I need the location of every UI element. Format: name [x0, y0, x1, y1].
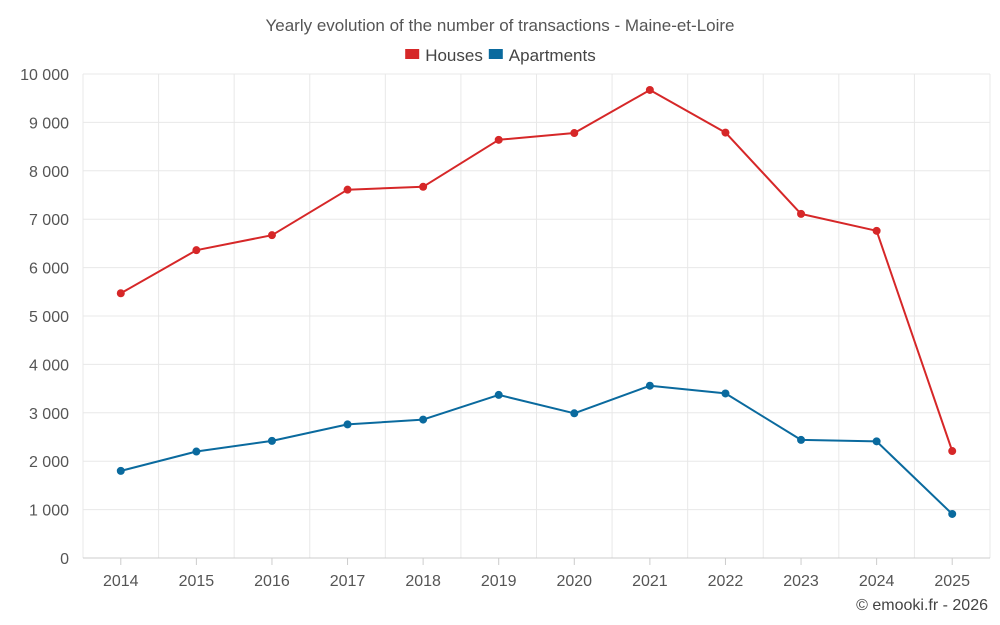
houses-series-line: [120, 89, 954, 452]
y-tick-label: 1 000: [29, 503, 69, 520]
houses-data-point[interactable]: [419, 182, 428, 191]
apartments-legend-label[interactable]: Apartments: [509, 46, 596, 65]
y-tick-label: 3 000: [29, 406, 69, 423]
houses-data-point[interactable]: [494, 135, 503, 144]
apartments-data-point[interactable]: [872, 437, 881, 446]
apartments-data-point[interactable]: [419, 415, 428, 424]
y-tick-label: 9 000: [29, 115, 69, 132]
houses-data-point[interactable]: [948, 447, 957, 456]
apartments-data-point[interactable]: [570, 409, 579, 418]
houses-legend-label[interactable]: Houses: [425, 46, 483, 65]
houses-data-point[interactable]: [797, 209, 806, 218]
x-tick-label: 2022: [708, 573, 744, 590]
houses-data-point[interactable]: [267, 231, 276, 240]
y-tick-label: 10 000: [20, 67, 69, 84]
houses-data-point[interactable]: [721, 128, 730, 137]
houses-data-point[interactable]: [872, 226, 881, 235]
apartments-data-point[interactable]: [948, 509, 957, 518]
houses-data-point[interactable]: [116, 289, 125, 298]
y-tick-label: 6 000: [29, 261, 69, 278]
chart-title: Yearly evolution of the number of transa…: [265, 16, 734, 35]
y-tick-label: 0: [60, 551, 69, 568]
credit-text: © emooki.fr - 2026: [856, 597, 988, 614]
apartments-data-point[interactable]: [797, 435, 806, 444]
y-tick-label: 7 000: [29, 212, 69, 229]
series-group: [116, 85, 957, 518]
gridlines: [82, 73, 991, 558]
apartments-data-point[interactable]: [192, 447, 201, 456]
apartments-data-point[interactable]: [645, 381, 654, 390]
y-tick-label: 8 000: [29, 164, 69, 181]
apartments-legend-swatch[interactable]: [488, 49, 503, 59]
x-tick-label: 2025: [934, 573, 970, 590]
x-axis: 2014 2015 2016 2017 2018 2019 2020 2021 2022 2023…: [83, 557, 990, 590]
apartments-data-point[interactable]: [267, 436, 276, 445]
apartments-data-point[interactable]: [116, 466, 125, 475]
x-tick-label: 2017: [330, 573, 366, 590]
x-tick-label: 2024: [859, 573, 895, 590]
houses-data-point[interactable]: [570, 129, 579, 138]
apartments-series-line: [120, 384, 953, 515]
x-tick-label: 2016: [254, 573, 290, 590]
y-axis: 0 1 000 2 000 3 000 4 000 5 000 6 000 7 000 8 00…: [20, 67, 69, 568]
houses-data-point[interactable]: [343, 185, 352, 194]
houses-data-point[interactable]: [192, 246, 201, 255]
y-tick-label: 4 000: [29, 357, 69, 374]
apartments-data-point[interactable]: [721, 389, 730, 398]
apartments-data-point[interactable]: [343, 420, 352, 429]
x-tick-label: 2023: [783, 573, 819, 590]
apartments-data-point[interactable]: [494, 390, 503, 399]
x-tick-label: 2021: [632, 573, 668, 590]
x-tick-label: 2019: [481, 573, 517, 590]
y-tick-label: 5 000: [29, 309, 69, 326]
x-tick-label: 2014: [103, 573, 139, 590]
legend: Houses Apartments: [405, 46, 596, 65]
x-tick-label: 2015: [179, 573, 215, 590]
houses-legend-swatch[interactable]: [405, 49, 420, 59]
y-tick-label: 2 000: [29, 454, 69, 471]
x-tick-label: 2018: [405, 573, 441, 590]
x-tick-label: 2020: [556, 573, 592, 590]
houses-data-point[interactable]: [645, 85, 654, 94]
